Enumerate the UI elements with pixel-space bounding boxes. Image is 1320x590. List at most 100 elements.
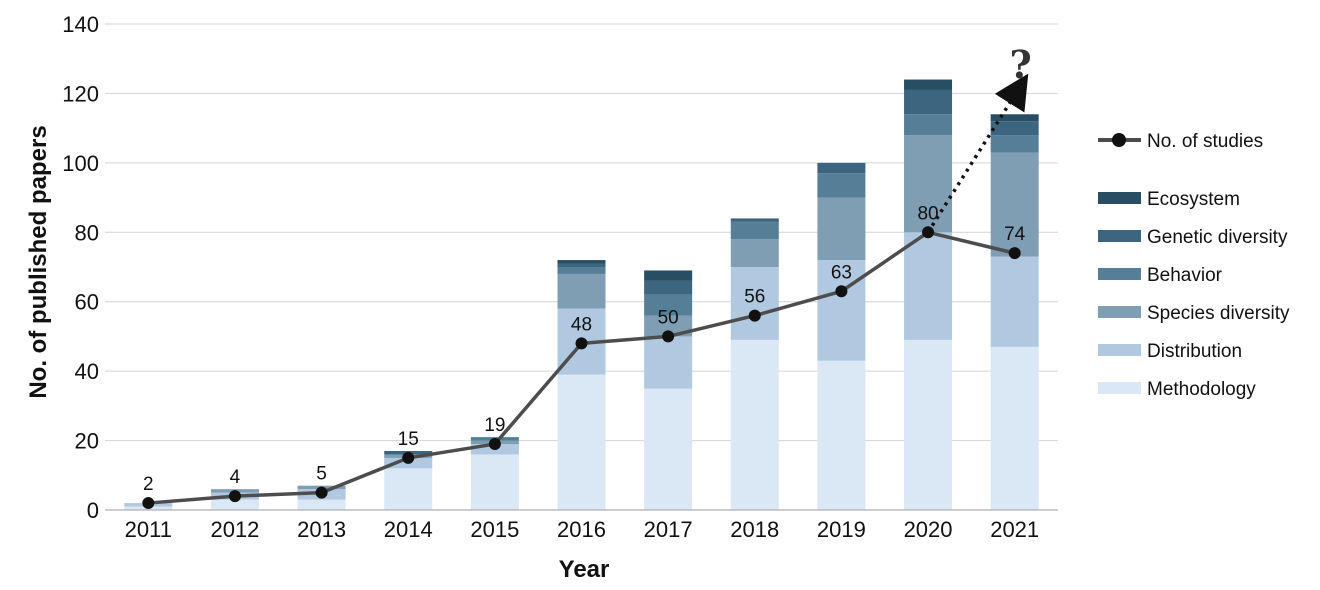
bar-segment — [817, 197, 866, 261]
x-tick-label: 2016 — [557, 517, 606, 542]
bar-segment — [730, 221, 779, 240]
x-tick-label: 2017 — [644, 517, 693, 542]
legend-label: Genetic diversity — [1147, 227, 1288, 248]
studies-point — [1008, 247, 1021, 260]
bar-segment — [990, 121, 1039, 136]
studies-value-label: 50 — [658, 307, 679, 328]
studies-line — [142, 226, 1021, 510]
bar-segment — [644, 336, 693, 389]
projection-arrow — [926, 73, 1029, 234]
studies-value-label: 15 — [398, 429, 419, 450]
legend-label: Species diversity — [1147, 303, 1290, 324]
bar-segment — [470, 454, 519, 510]
bar-segment — [904, 114, 953, 136]
legend-swatch — [1098, 306, 1141, 318]
bar-segment — [730, 339, 779, 510]
axes: 0 20 40 60 80 100 120 140 2011 2012 2013 2014 2015 20… — [62, 12, 1058, 542]
legend: No. of studies Ecosystem Genetic diversity… — [1098, 131, 1290, 400]
y-tick-label: 140 — [62, 12, 99, 37]
bar-segment — [557, 260, 606, 264]
y-tick-label: 40 — [75, 359, 99, 384]
projection-annotation: ? — [926, 42, 1032, 234]
x-tick-label: 2021 — [990, 517, 1039, 542]
studies-point — [662, 330, 675, 343]
bar-segment — [730, 239, 779, 267]
bar-segment — [904, 89, 953, 115]
legend-label: No. of studies — [1147, 131, 1263, 152]
x-tick-label: 2011 — [125, 517, 172, 542]
y-tick-label: 0 — [87, 498, 99, 523]
y-tick-label: 100 — [62, 151, 99, 176]
bar-segment — [644, 270, 693, 281]
studies-value-label: 2 — [143, 474, 154, 495]
studies-point — [488, 438, 501, 451]
studies-point — [748, 309, 761, 322]
question-mark-label: ? — [1010, 42, 1032, 87]
legend-swatch — [1098, 192, 1141, 204]
bar-segment — [904, 232, 953, 340]
studies-value-label: 5 — [316, 464, 327, 485]
x-tick-label: 2013 — [297, 517, 346, 542]
bar-segment — [817, 260, 866, 361]
x-tick-label: 2019 — [817, 517, 866, 542]
bar-segment — [990, 256, 1039, 347]
legend-swatch — [1098, 268, 1141, 280]
x-tick-label: 2012 — [210, 517, 259, 542]
studies-value-label: 63 — [831, 262, 852, 283]
y-tick-label: 80 — [75, 220, 99, 245]
bar-segment — [210, 499, 259, 510]
studies-point — [228, 490, 241, 503]
bar-segment — [644, 280, 693, 295]
bar-segment — [384, 468, 433, 510]
legend-label: Ecosystem — [1147, 189, 1240, 210]
legend-swatch — [1098, 382, 1141, 394]
bar-segment — [990, 114, 1039, 122]
bar-segment — [904, 79, 953, 90]
bar-segment — [730, 218, 779, 222]
bar-segment — [990, 135, 1039, 153]
studies-value-label: 19 — [484, 415, 505, 436]
bar-segment — [644, 294, 693, 316]
x-tick-label: 2014 — [384, 517, 433, 542]
bar-segment — [557, 374, 606, 510]
bar-segment — [557, 273, 606, 309]
x-tick-label: 2015 — [470, 517, 519, 542]
bar-segment — [297, 499, 346, 510]
bar-segment — [990, 346, 1039, 510]
x-tick-label: 2018 — [730, 517, 779, 542]
bar-segment — [904, 135, 953, 233]
y-tick-label: 20 — [75, 429, 99, 454]
studies-value-label: 74 — [1004, 224, 1026, 245]
studies-point — [835, 285, 848, 298]
legend-label: Methodology — [1147, 379, 1256, 400]
studies-value-label: 4 — [230, 467, 241, 488]
legend-line-marker — [1112, 133, 1126, 147]
studies-value-label: 48 — [571, 314, 592, 335]
legend-label: Distribution — [1147, 341, 1242, 362]
y-tick-label: 120 — [62, 81, 99, 106]
bar-segment — [730, 267, 779, 340]
bar-segment — [904, 339, 953, 510]
studies-point — [402, 451, 415, 464]
data-labels: 2 4 5 15 19 48 50 56 63 80 74 — [143, 203, 1026, 495]
bar-segment — [557, 267, 606, 274]
legend-swatch — [1098, 230, 1141, 242]
bar-segment — [817, 162, 866, 174]
studies-value-label: 80 — [917, 203, 938, 224]
bars — [124, 79, 1039, 510]
studies-point — [315, 486, 328, 499]
bar-segment — [644, 388, 693, 510]
studies-value-label: 56 — [744, 287, 765, 308]
studies-point — [575, 337, 588, 350]
x-tick-label: 2020 — [904, 517, 953, 542]
studies-point — [142, 497, 155, 510]
bar-segment — [557, 263, 606, 267]
y-axis-title: No. of published papers — [25, 125, 52, 398]
legend-label: Behavior — [1147, 265, 1223, 286]
bar-segment — [990, 152, 1039, 257]
legend-swatch — [1098, 344, 1141, 356]
bar-segment — [817, 360, 866, 510]
y-tick-label: 60 — [75, 290, 99, 315]
